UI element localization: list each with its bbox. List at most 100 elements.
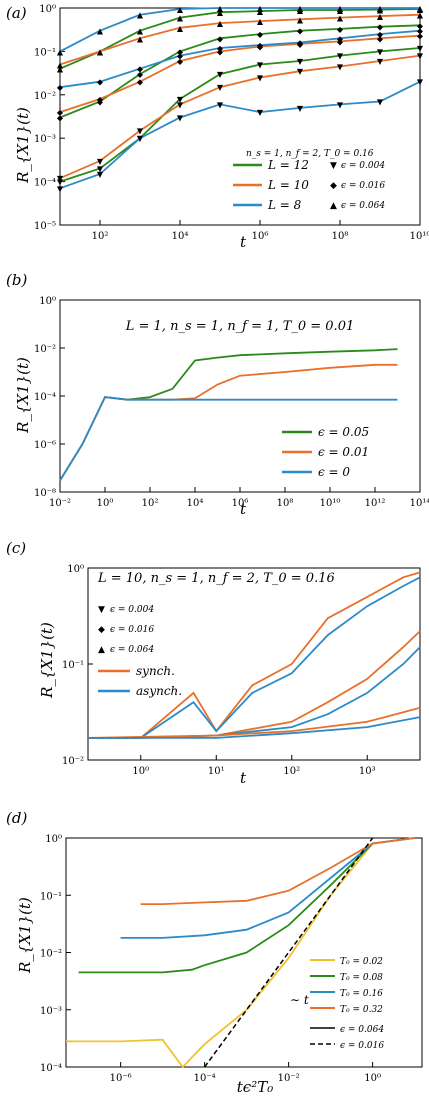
series-marker: ▼: [417, 78, 424, 87]
x-tick-label: 10⁻²: [49, 498, 71, 509]
y-tick-label: 10⁻²: [40, 949, 62, 960]
series-marker: ◆: [97, 95, 104, 104]
series-marker: ▼: [377, 57, 384, 66]
series-marker: ▲: [57, 65, 64, 74]
x-tick-label: 10²: [92, 231, 109, 242]
series-marker: ▲: [217, 4, 224, 13]
legend-label-eps-0064: ϵ = 0.064: [340, 1025, 384, 1035]
legend-label-l12: L = 12: [267, 158, 309, 172]
legend-marker-eps-0016: ϵ = 0.016: [110, 625, 154, 635]
x-tick-label: 10¹²: [365, 498, 386, 509]
series-marker: ◆: [57, 83, 64, 92]
x-tick-label: 10¹⁰: [320, 498, 341, 509]
series-marker: ▲: [297, 6, 304, 15]
panel-d-annotation: ∼ t: [290, 993, 309, 1007]
series-line-2: [120, 837, 415, 939]
x-tick-label: 10⁰: [132, 766, 149, 777]
series-marker: ◆: [217, 47, 224, 56]
legend-label-eps-005: ϵ = 0.05: [318, 425, 369, 439]
series-marker: ▲: [417, 11, 424, 20]
y-tick-label: 10⁻⁴: [34, 392, 56, 403]
series-line-1: [59, 363, 398, 481]
series-line-6: [59, 7, 420, 53]
legend-label-asynch: asynch.: [136, 684, 182, 698]
x-tick-label: 10⁸: [277, 498, 294, 509]
x-tick-label: 10⁴: [172, 231, 189, 242]
series-marker: ◆: [137, 70, 144, 79]
series-marker: ◆: [97, 78, 104, 87]
series-line-4: [203, 837, 374, 1068]
series-marker: ◆: [377, 30, 384, 39]
series-marker: ▼: [417, 44, 424, 53]
series-marker: ▲: [177, 5, 184, 14]
y-tick-label: 10⁻⁴: [34, 178, 56, 189]
series-marker: ▼: [257, 60, 264, 69]
panel-a-title: n_s = 1, n_f = 2, T_0 = 0.16: [246, 149, 374, 159]
series-marker: ▲: [137, 34, 144, 43]
series-marker: ◆: [137, 78, 144, 87]
panel-d: (d) 10⁻⁶ 10⁻⁴ 10⁻² 10⁰ 10⁻⁴ 10⁻³ 10⁻² 10⁻¹ 10⁰ R…: [6, 809, 423, 1096]
series-marker: ▼: [97, 170, 104, 179]
legend-label-synch: synch.: [136, 664, 175, 678]
series-line-2: [59, 47, 421, 183]
series-marker: ◆: [337, 34, 344, 43]
legend-label-eps-0: ϵ = 0: [318, 465, 350, 479]
series-line-1: [59, 24, 421, 119]
series-marker: ▼: [57, 174, 64, 183]
series-marker: ▼: [217, 83, 224, 92]
panel-d-xlabel: tϵ²T₀: [237, 1078, 273, 1096]
series-marker: ▲: [217, 19, 224, 28]
y-tick-label: 10⁻²: [34, 344, 56, 355]
legend-marker-up-icon: ▲: [98, 645, 105, 655]
series-marker: ▲: [337, 4, 344, 13]
series-marker: ▲: [257, 17, 264, 26]
series-marker: ▼: [177, 113, 184, 122]
series-marker: ◆: [257, 30, 264, 39]
series-marker: ◆: [337, 37, 344, 46]
series-marker: ◆: [177, 57, 184, 66]
legend-label-eps-0016: ϵ = 0.016: [340, 1041, 384, 1051]
series-marker: ◆: [217, 34, 224, 43]
series-marker: ◆: [377, 23, 384, 32]
series-marker: ◆: [417, 21, 424, 30]
series-marker: ▼: [217, 100, 224, 109]
legend-marker-diamond-icon: ◆: [330, 181, 337, 191]
panel-b-title: L = 1, n_s = 1, n_f = 1, T_0 = 0.01: [125, 319, 354, 334]
series-marker: ▲: [377, 12, 384, 21]
series-marker: ▼: [97, 157, 104, 166]
series-marker: ▲: [377, 4, 384, 13]
series-marker: ▼: [297, 104, 304, 113]
panel-b-legend: ϵ = 0.05 ϵ = 0.01 ϵ = 0: [282, 425, 369, 479]
series-marker: ▼: [97, 165, 104, 174]
series-line-5: [88, 716, 421, 739]
panel-b-plot: 10⁻² 10⁰ 10² 10⁴ 10⁶ 10⁸ 10¹⁰ 10¹² 10¹⁴ 10⁻⁸ 10⁻⁶ 1…: [34, 296, 429, 509]
series-line-2: [59, 396, 398, 481]
x-tick-label: 10⁰: [364, 1073, 381, 1084]
series-marker: ▲: [297, 15, 304, 24]
series-marker: ▲: [377, 6, 384, 15]
series-marker: ▲: [217, 8, 224, 17]
series-marker: ◆: [257, 41, 264, 50]
series-marker: ▼: [377, 47, 384, 56]
y-tick-label: 10⁻⁵: [34, 221, 56, 232]
x-tick-label: 10⁻²: [278, 1073, 300, 1084]
series-line-7: [59, 29, 421, 89]
series-marker: ▼: [137, 127, 144, 136]
series-line-0: [88, 571, 421, 739]
panel-a-ylabel: R_{X1}(t): [14, 107, 32, 184]
plot-frame: [59, 7, 421, 226]
y-tick-label: 10⁻¹: [40, 891, 62, 902]
series-marker: ▼: [417, 52, 424, 61]
y-tick-label: 10⁻¹: [62, 660, 84, 671]
x-tick-label: 10¹: [208, 766, 225, 777]
panel-d-plot: 10⁻⁶ 10⁻⁴ 10⁻² 10⁰ 10⁻⁴ 10⁻³ 10⁻² 10⁻¹ 10⁰: [40, 834, 423, 1084]
series-marker: ▲: [337, 14, 344, 23]
legend-label-eps-001: ϵ = 0.01: [318, 445, 369, 459]
x-tick-label: 10⁴: [187, 498, 204, 509]
series-marker: ▲: [137, 11, 144, 20]
y-tick-label: 10⁻⁴: [40, 1063, 62, 1074]
y-tick-label: 10⁻¹: [34, 47, 56, 58]
legend-marker-eps-0004: ϵ = 0.004: [341, 161, 385, 171]
series-line-0: [59, 348, 398, 481]
